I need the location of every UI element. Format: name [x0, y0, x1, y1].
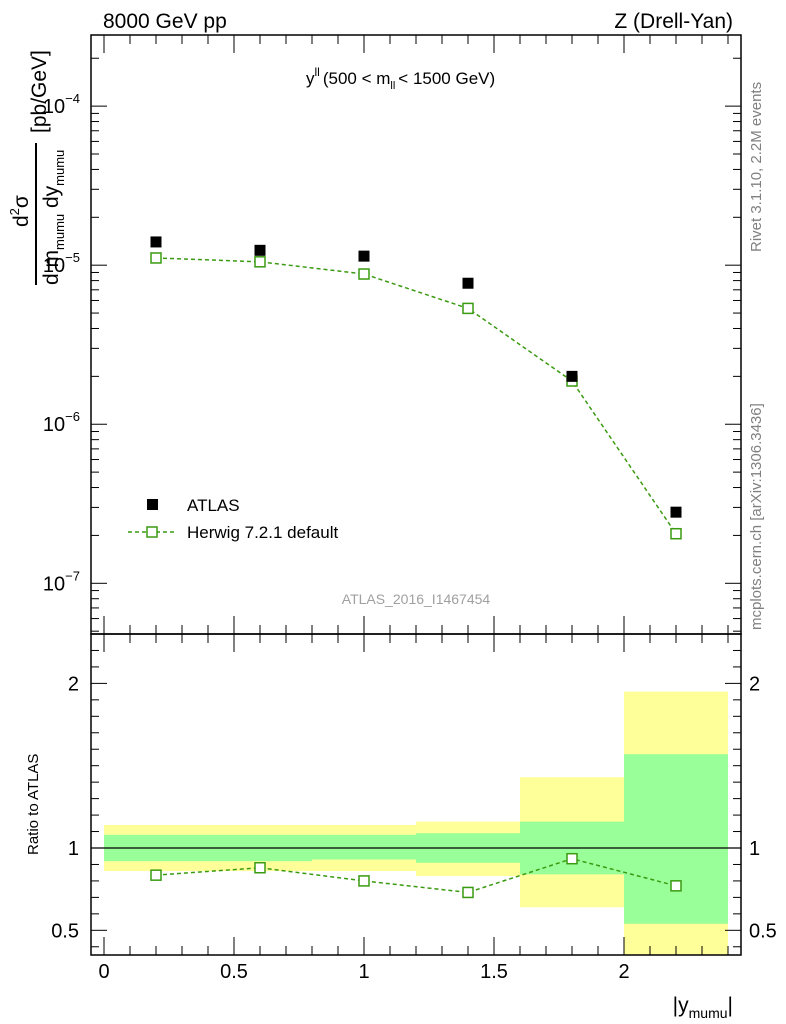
ylabel-d: d	[10, 215, 33, 227]
main-ylabel: d2σ d mmumu dymumu [pb/GeV]	[7, 50, 67, 285]
ratio-herwig-point	[254, 862, 266, 874]
mcplots-label: mcplots.cern.ch [arXiv:1306.3436]	[748, 403, 765, 630]
band-inner	[624, 754, 728, 924]
ratio-ylabel: Ratio to ATLAS	[25, 754, 42, 855]
title-cut: (500 < m	[323, 69, 391, 88]
header-left: 8000 GeV pp	[103, 10, 227, 33]
x-tick-label: 1	[358, 961, 369, 983]
title-sup: ll	[315, 65, 320, 79]
y-tick-label: 10−4	[43, 91, 80, 118]
y-tick-label: 10−5	[43, 250, 80, 277]
x-tick-label: 2	[618, 961, 629, 983]
ylabel-sigma: σ	[10, 195, 33, 208]
main-frame	[90, 34, 742, 635]
herwig-point	[358, 268, 370, 280]
ratio-herwig-point	[670, 880, 682, 892]
herwig-point	[150, 252, 162, 264]
ratio-y-tick-label-right: 2	[749, 673, 760, 695]
x-tick-label: 0.5	[220, 961, 248, 983]
ratio-herwig-point	[358, 875, 370, 887]
atlas-point	[670, 506, 682, 518]
ratio-herwig-point	[150, 869, 162, 881]
x-tick-label: 0	[98, 961, 109, 983]
title-y: y	[306, 69, 315, 88]
band-inner	[312, 834, 416, 860]
rivet-label: Rivet 3.1.10, 2.2M events	[748, 82, 765, 252]
y-tick-exp: −4	[65, 91, 80, 106]
y-tick-base: 10	[43, 414, 65, 436]
atlas-point	[358, 250, 370, 262]
xlabel-sub: mumu	[689, 1005, 728, 1021]
svg-text:d mmumu dymumu: d mmumu dymumu	[40, 150, 67, 285]
y-tick-label: 10−6	[43, 409, 80, 436]
main-panel: 10−710−610−510−4	[43, 34, 742, 635]
ylabel-sub2: mumu	[52, 150, 67, 186]
legend-atlas-marker	[147, 499, 158, 510]
ratio-y-tick-label: 0.5	[51, 920, 79, 942]
legend-herwig-marker	[146, 526, 158, 538]
herwig-point	[670, 527, 682, 540]
ylabel-sub1: mumu	[52, 214, 67, 250]
legend: ATLAS Herwig 7.2.1 default	[128, 496, 338, 542]
atlas-point	[150, 236, 162, 248]
y-tick-base: 10	[43, 573, 65, 595]
ratio-y-tick-label-right: 0.5	[749, 920, 777, 942]
herwig-point	[462, 302, 474, 315]
ratio-panel: 0 0.5 1 1.5 2 0.5 0.5 1 1 2 2	[51, 633, 777, 983]
legend-herwig-label: Herwig 7.2.1 default	[187, 523, 338, 542]
header-right: Z (Drell-Yan)	[614, 10, 733, 33]
y-tick-label: 10−7	[43, 568, 80, 595]
herwig-line	[155, 257, 677, 535]
atlas-point	[254, 244, 266, 256]
ratio-y-tick-label: 2	[68, 673, 79, 695]
ylabel-dy: dy	[40, 185, 63, 214]
ratio-herwig-point	[462, 886, 474, 899]
x-tick-label: 1.5	[480, 961, 508, 983]
atlas-point	[566, 370, 578, 382]
svg-text:d2σ: d2σ	[7, 195, 33, 227]
ratio-y-tick-label: 1	[68, 838, 79, 860]
xlabel: |ymumu|	[673, 994, 733, 1021]
ratio-herwig-line	[155, 857, 677, 894]
main-title: yll (500 < mll < 1500 GeV)	[306, 65, 495, 92]
title-cut-sub: ll	[390, 80, 395, 92]
y-tick-exp: −6	[65, 409, 80, 424]
title-cut-post: < 1500 GeV)	[398, 69, 495, 88]
xlabel-main: |y	[673, 994, 689, 1017]
ratio-herwig-point	[566, 852, 578, 865]
ylabel-sup: 2	[7, 208, 22, 215]
watermark: ATLAS_2016_I1467454	[342, 591, 491, 607]
y-tick-base: 10	[43, 255, 65, 277]
y-tick-base: 10	[43, 96, 65, 118]
y-tick-exp: −5	[65, 250, 80, 265]
ylabel-dm: d m	[40, 250, 63, 285]
xlabel-post: |	[728, 994, 733, 1017]
legend-atlas-label: ATLAS	[187, 496, 240, 515]
herwig-point	[254, 256, 266, 268]
y-tick-exp: −7	[65, 568, 80, 583]
ratio-y-tick-label-right: 1	[749, 838, 760, 860]
atlas-point	[462, 277, 474, 289]
ylabel-units: [pb/GeV]	[28, 50, 51, 133]
